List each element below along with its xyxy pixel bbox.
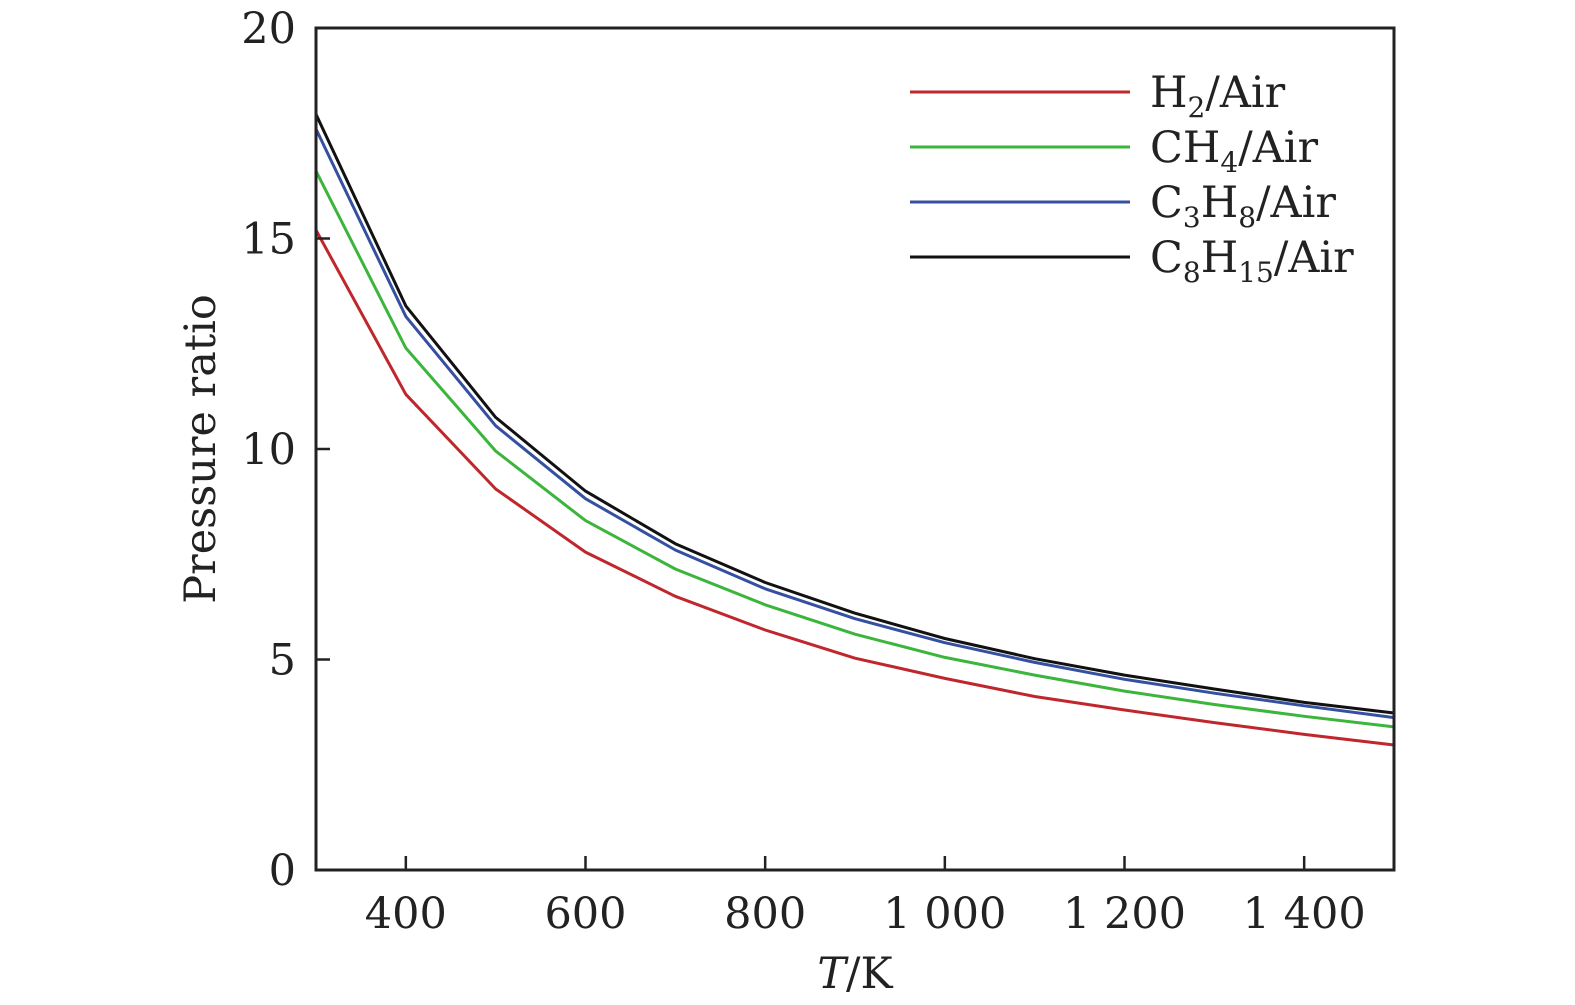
series-line-1 [314, 170, 1395, 729]
y-tick-label: 5 [269, 636, 296, 686]
legend-label-1: CH4/Air [1150, 123, 1319, 179]
x-axis-title-unit: /K [846, 949, 893, 999]
x-tick-label: 1 000 [883, 889, 1006, 939]
y-tick-label: 15 [241, 215, 296, 265]
x-tick-label: 800 [724, 889, 806, 939]
x-axis-title-var: T [817, 949, 849, 999]
axis-ticks: 400 600 800 1 000 1 200 1 400 0 5 10 15 20 [241, 4, 1365, 939]
legend-label-0: H2/Air [1150, 68, 1286, 124]
series-line-2 [314, 128, 1395, 720]
y-tick-label: 20 [241, 4, 296, 54]
x-tick-label: 1 400 [1243, 889, 1366, 939]
series-line-0 [314, 229, 1395, 747]
x-axis-title: T/K [817, 949, 893, 999]
y-axis-title: Pressure ratio [176, 294, 226, 604]
x-tick-label: 400 [365, 889, 447, 939]
y-tick-label: 10 [241, 425, 296, 475]
series-line-3 [314, 113, 1395, 715]
y-tick-label: 0 [269, 846, 296, 896]
x-tick-label: 1 200 [1063, 889, 1186, 939]
plot-lines [314, 113, 1395, 747]
legend-label-3: C8H15/Air [1150, 233, 1354, 289]
x-tick-label: 600 [544, 889, 626, 939]
legend-label-2: C3H8/Air [1150, 178, 1336, 234]
